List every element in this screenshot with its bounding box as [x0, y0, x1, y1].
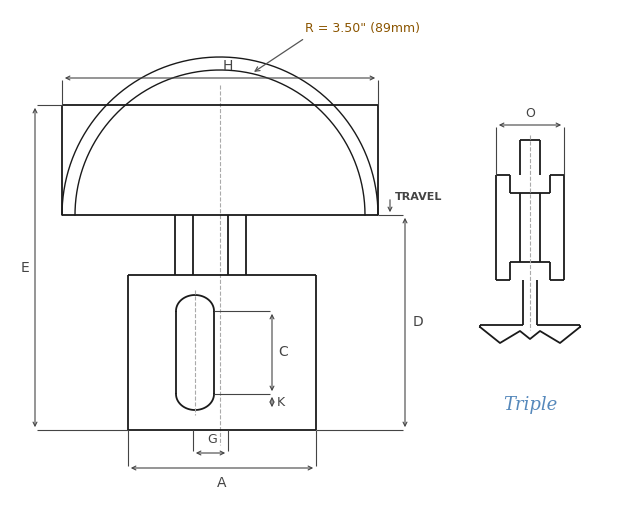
Text: TRAVEL: TRAVEL: [395, 192, 442, 202]
Text: A: A: [217, 476, 227, 490]
Text: R = 3.50" (89mm): R = 3.50" (89mm): [305, 22, 420, 35]
Text: H: H: [223, 59, 233, 73]
Text: Triple: Triple: [503, 396, 557, 414]
Text: O: O: [525, 107, 535, 120]
Text: C: C: [278, 345, 288, 359]
Text: G: G: [207, 433, 218, 446]
Text: K: K: [277, 395, 285, 408]
Text: D: D: [413, 316, 424, 329]
Text: E: E: [21, 260, 30, 275]
